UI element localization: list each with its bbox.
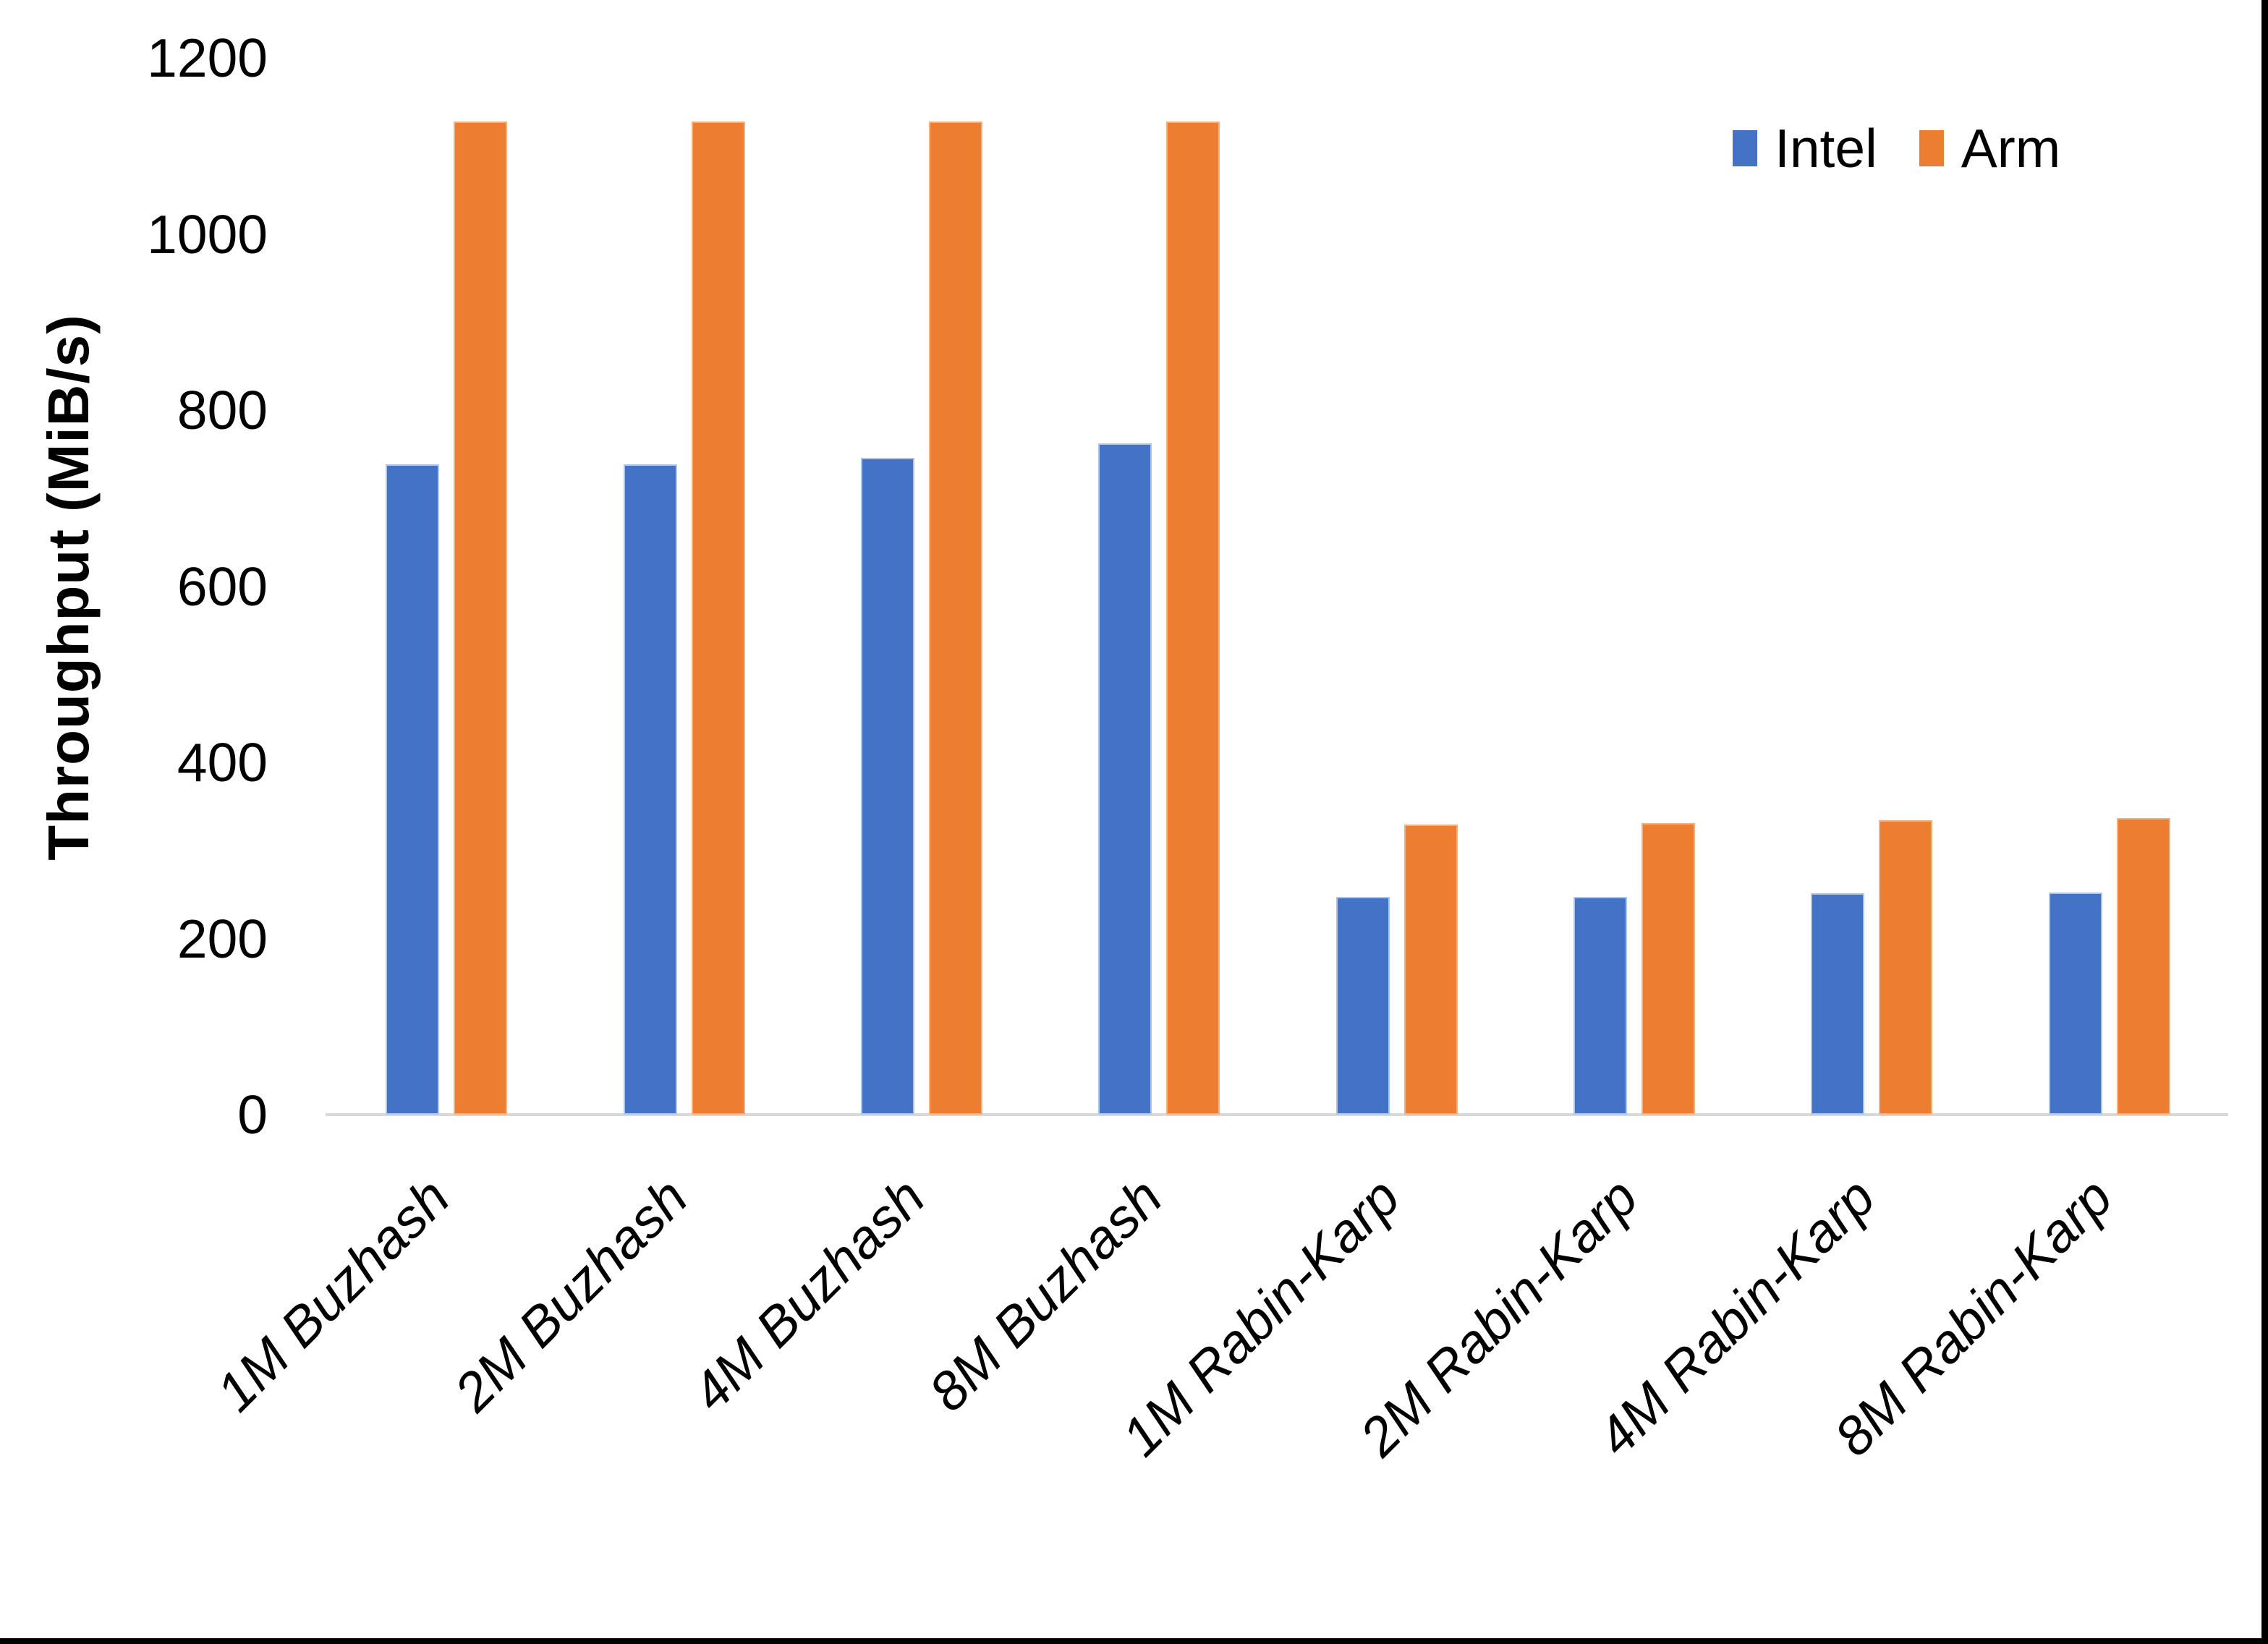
bar-intel-1m-rabin-karp — [1336, 897, 1390, 1115]
bar-arm-8m-buzhash — [1166, 122, 1220, 1115]
bar-intel-4m-buzhash — [861, 458, 914, 1115]
y-tick-label-200: 200 — [177, 908, 268, 969]
legend-swatch-arm — [1919, 130, 1944, 166]
bar-arm-2m-buzhash — [692, 122, 745, 1115]
bar-arm-1m-buzhash — [454, 122, 507, 1115]
bar-intel-2m-buzhash — [624, 464, 677, 1115]
y-tick-label-400: 400 — [177, 732, 268, 793]
bar-intel-2m-rabin-karp — [1573, 897, 1627, 1115]
legend-item-arm: Arm — [1919, 119, 2060, 177]
screenshot-bottom-border — [0, 1638, 2268, 1644]
legend-item-intel: Intel — [1733, 119, 1877, 177]
x-category-label-1m-buzhash: 1M Buzhash — [205, 1166, 462, 1423]
bar-arm-1m-rabin-karp — [1404, 825, 1458, 1115]
y-axis-title: Throughput (MiB/s) — [36, 314, 101, 861]
bar-intel-1m-buzhash — [386, 464, 439, 1115]
bar-intel-8m-rabin-karp — [2049, 893, 2102, 1115]
x-category-label-4m-buzhash: 4M Buzhash — [679, 1166, 937, 1423]
legend: Intel Arm — [1733, 119, 2060, 177]
x-category-label-8m-buzhash: 8M Buzhash — [917, 1166, 1174, 1423]
screenshot-right-border — [2261, 0, 2268, 1644]
bar-arm-8m-rabin-karp — [2117, 818, 2170, 1115]
plot-area — [328, 58, 2228, 1115]
bar-arm-4m-buzhash — [929, 122, 982, 1115]
bar-intel-4m-rabin-karp — [1811, 893, 1864, 1115]
bar-arm-2m-rabin-karp — [1641, 823, 1695, 1115]
y-tick-label-600: 600 — [177, 555, 268, 617]
x-axis-line — [326, 1113, 2228, 1116]
y-tick-label-1000: 1000 — [147, 203, 268, 265]
legend-label-intel: Intel — [1775, 118, 1877, 179]
y-tick-label-1200: 1200 — [147, 27, 268, 88]
y-tick-label-800: 800 — [177, 380, 268, 440]
legend-label-arm: Arm — [1961, 118, 2061, 179]
bar-intel-8m-buzhash — [1098, 443, 1152, 1115]
y-tick-label-0: 0 — [237, 1084, 268, 1145]
bar-arm-4m-rabin-karp — [1879, 820, 1932, 1115]
x-category-label-2m-buzhash: 2M Buzhash — [442, 1166, 699, 1423]
legend-swatch-intel — [1733, 130, 1757, 166]
